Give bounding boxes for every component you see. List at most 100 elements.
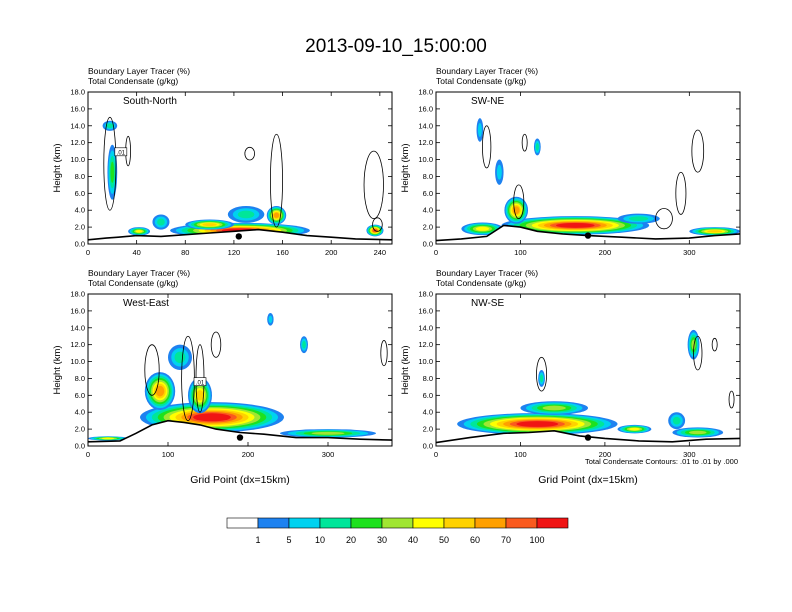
- terrain-line: [88, 419, 392, 443]
- condensate-contour: [482, 125, 492, 169]
- tracer-level: [535, 143, 539, 151]
- tracer-blob: [495, 159, 504, 185]
- tracer-field: [436, 329, 740, 446]
- x-tick-label: 300: [322, 450, 335, 459]
- y-tick-label: 6.0: [75, 391, 85, 400]
- tracer-blob: [185, 219, 234, 230]
- tracer-level: [540, 374, 544, 383]
- y-tick-label: 18.0: [70, 88, 85, 97]
- tracer-level: [196, 390, 204, 401]
- contour-label-box: [114, 147, 128, 157]
- tracer-blob: [476, 118, 484, 142]
- location-marker: [584, 434, 592, 441]
- condensate-contour: [675, 171, 687, 215]
- colorbar-label: 70: [501, 535, 511, 545]
- y-tick-label: 4.0: [75, 408, 85, 417]
- colorbar-cell: [474, 517, 507, 529]
- tracer-level: [542, 405, 566, 411]
- tracer-level: [516, 421, 559, 427]
- y-axis-label: Height (km): [52, 345, 63, 394]
- colorbar-cell: [350, 517, 383, 529]
- tracer-level: [496, 164, 502, 180]
- y-tick-label: 8.0: [75, 172, 85, 181]
- tracer-blob: [168, 344, 192, 371]
- x-tick-label: 100: [514, 248, 527, 257]
- colorbar-cell: [381, 517, 414, 529]
- tracer-level: [273, 212, 280, 218]
- tracer-blob: [188, 377, 212, 414]
- y-tick-label: 14.0: [418, 323, 433, 332]
- y-tick-label: 6.0: [75, 189, 85, 198]
- y-tick-label: 16.0: [418, 104, 433, 113]
- contour-label: .01: [117, 151, 126, 157]
- tracer-field: [436, 118, 740, 244]
- tracer-level: [237, 210, 255, 219]
- x-axis-label: Grid Point (dx=15km): [190, 474, 290, 486]
- condensate-contour: [513, 184, 525, 220]
- tracer-blob: [266, 206, 287, 225]
- field-label: Total Condensate (g/kg): [436, 278, 526, 288]
- tracer-blob: [88, 436, 128, 441]
- x-tick-label: 200: [599, 450, 612, 459]
- y-axis-label: Height (km): [52, 143, 63, 192]
- condensate-contour: [103, 116, 117, 211]
- condensate-contour: [711, 337, 718, 352]
- y-tick-label: 4.0: [423, 206, 433, 215]
- tracer-blob: [144, 372, 176, 411]
- tracer-level: [475, 226, 490, 231]
- field-label: Total Condensate (g/kg): [88, 278, 178, 288]
- field-label: Boundary Layer Tracer (%): [436, 66, 538, 76]
- y-tick-label: 0.0: [75, 442, 85, 451]
- condensate-contour: [693, 335, 703, 371]
- colorbar-legend: 1 5 10 20 30 40 50 60 70 100: [226, 517, 569, 545]
- plot-frame: [87, 91, 393, 245]
- terrain-fill: [88, 420, 392, 446]
- tracer-blob: [617, 213, 660, 224]
- panel-label: South-North: [123, 96, 177, 107]
- panel-label: NW-SE: [471, 298, 504, 309]
- y-tick-label: 12.0: [70, 340, 85, 349]
- field-label: Total Condensate (g/kg): [88, 76, 178, 86]
- colorbar-cell: [288, 517, 321, 529]
- x-tick-label: 40: [132, 248, 140, 257]
- x-tick-label: 0: [86, 248, 90, 257]
- panel-label: West-East: [123, 298, 169, 309]
- condensate-contour: [372, 217, 383, 232]
- tracer-blob: [267, 313, 274, 326]
- tracer-level: [689, 430, 707, 435]
- colorbar-cell: [443, 517, 476, 529]
- y-tick-label: 6.0: [423, 391, 433, 400]
- tracer-blob: [280, 429, 376, 438]
- tracer-level: [707, 230, 723, 233]
- x-tick-label: 160: [276, 248, 289, 257]
- tracer-level: [193, 413, 231, 422]
- tracer-blob: [457, 413, 618, 436]
- field-label: Boundary Layer Tracer (%): [88, 66, 190, 76]
- tracer-blob: [501, 216, 650, 235]
- y-tick-label: 12.0: [418, 340, 433, 349]
- x-tick-label: 0: [434, 248, 438, 257]
- condensate-contour: [521, 133, 528, 152]
- tracer-blob: [107, 144, 118, 200]
- tracer-blob: [617, 424, 652, 434]
- y-tick-label: 0.0: [423, 442, 433, 451]
- tracer-level: [174, 351, 186, 364]
- y-tick-label: 18.0: [418, 88, 433, 97]
- y-tick-label: 10.0: [418, 357, 433, 366]
- y-tick-label: 12.0: [70, 138, 85, 147]
- tracer-level: [477, 123, 482, 137]
- y-tick-label: 18.0: [70, 290, 85, 299]
- tracer-field: [88, 116, 392, 244]
- y-tick-label: 8.0: [423, 374, 433, 383]
- panel-1: 0.0 2.0 4.0 6.0 8.0 10.0 12.0 14.0 16.0 18.0 0 40 80…: [52, 66, 393, 257]
- y-axis-label: Height (km): [400, 143, 411, 192]
- colorbar-label: 20: [346, 535, 356, 545]
- x-tick-label: 200: [325, 248, 338, 257]
- x-tick-label: 300: [683, 248, 696, 257]
- colorbar-cell: [536, 517, 569, 529]
- x-tick-label: 300: [683, 450, 696, 459]
- tracer-level: [202, 223, 217, 227]
- colorbar-label: 30: [377, 535, 387, 545]
- tracer-blob: [227, 206, 265, 223]
- tracer-level: [155, 385, 165, 397]
